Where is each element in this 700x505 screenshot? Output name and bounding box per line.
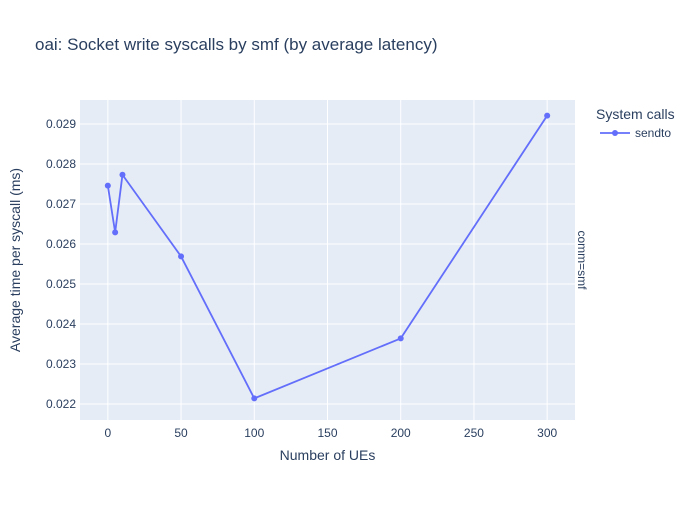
legend-marker-sendto [612, 130, 618, 136]
legend-title: System calls [596, 106, 675, 122]
x-tick-labels: 0 50 100 150 200 250 300 [104, 426, 557, 440]
y-tick-label: 0.024 [46, 317, 76, 331]
y-axis-title: Average time per syscall (ms) [7, 168, 23, 352]
legend-entries: sendto [600, 126, 671, 140]
y-tick-label: 0.027 [46, 197, 76, 211]
data-point-sendto [112, 229, 119, 236]
data-point-sendto [544, 112, 551, 119]
y-tick-label: 0.026 [46, 237, 76, 251]
data-point-sendto [397, 335, 404, 342]
x-tick-label: 100 [244, 426, 264, 440]
chart-title: oai: Socket write syscalls by smf (by av… [35, 35, 437, 54]
x-gridlines [107, 100, 548, 420]
x-tick-label: 200 [391, 426, 411, 440]
data-point-sendto [251, 395, 258, 402]
x-tick-label: 250 [464, 426, 484, 440]
y-tick-label: 0.022 [46, 397, 76, 411]
y-gridlines [80, 123, 575, 405]
data-point-sendto [178, 253, 185, 260]
y-tick-label: 0.023 [46, 357, 76, 371]
x-axis-title: Number of UEs [280, 447, 376, 463]
data-point-sendto [104, 182, 111, 189]
x-tick-label: 0 [104, 426, 111, 440]
legend-label-sendto: sendto [635, 126, 671, 140]
y-tick-labels: 0.022 0.023 0.024 0.025 0.026 0.027 0.028 0.029 [46, 117, 76, 411]
y-tick-label: 0.029 [46, 117, 76, 131]
x-tick-label: 50 [174, 426, 188, 440]
legend[interactable]: System calls sendto [596, 106, 675, 140]
x-tick-label: 150 [317, 426, 337, 440]
series-layer [104, 112, 551, 402]
data-point-sendto [119, 171, 126, 178]
y-tick-label: 0.025 [46, 277, 76, 291]
x-tick-label: 300 [537, 426, 557, 440]
facet-label: comm=smf [575, 230, 589, 290]
y-tick-label: 0.028 [46, 157, 76, 171]
